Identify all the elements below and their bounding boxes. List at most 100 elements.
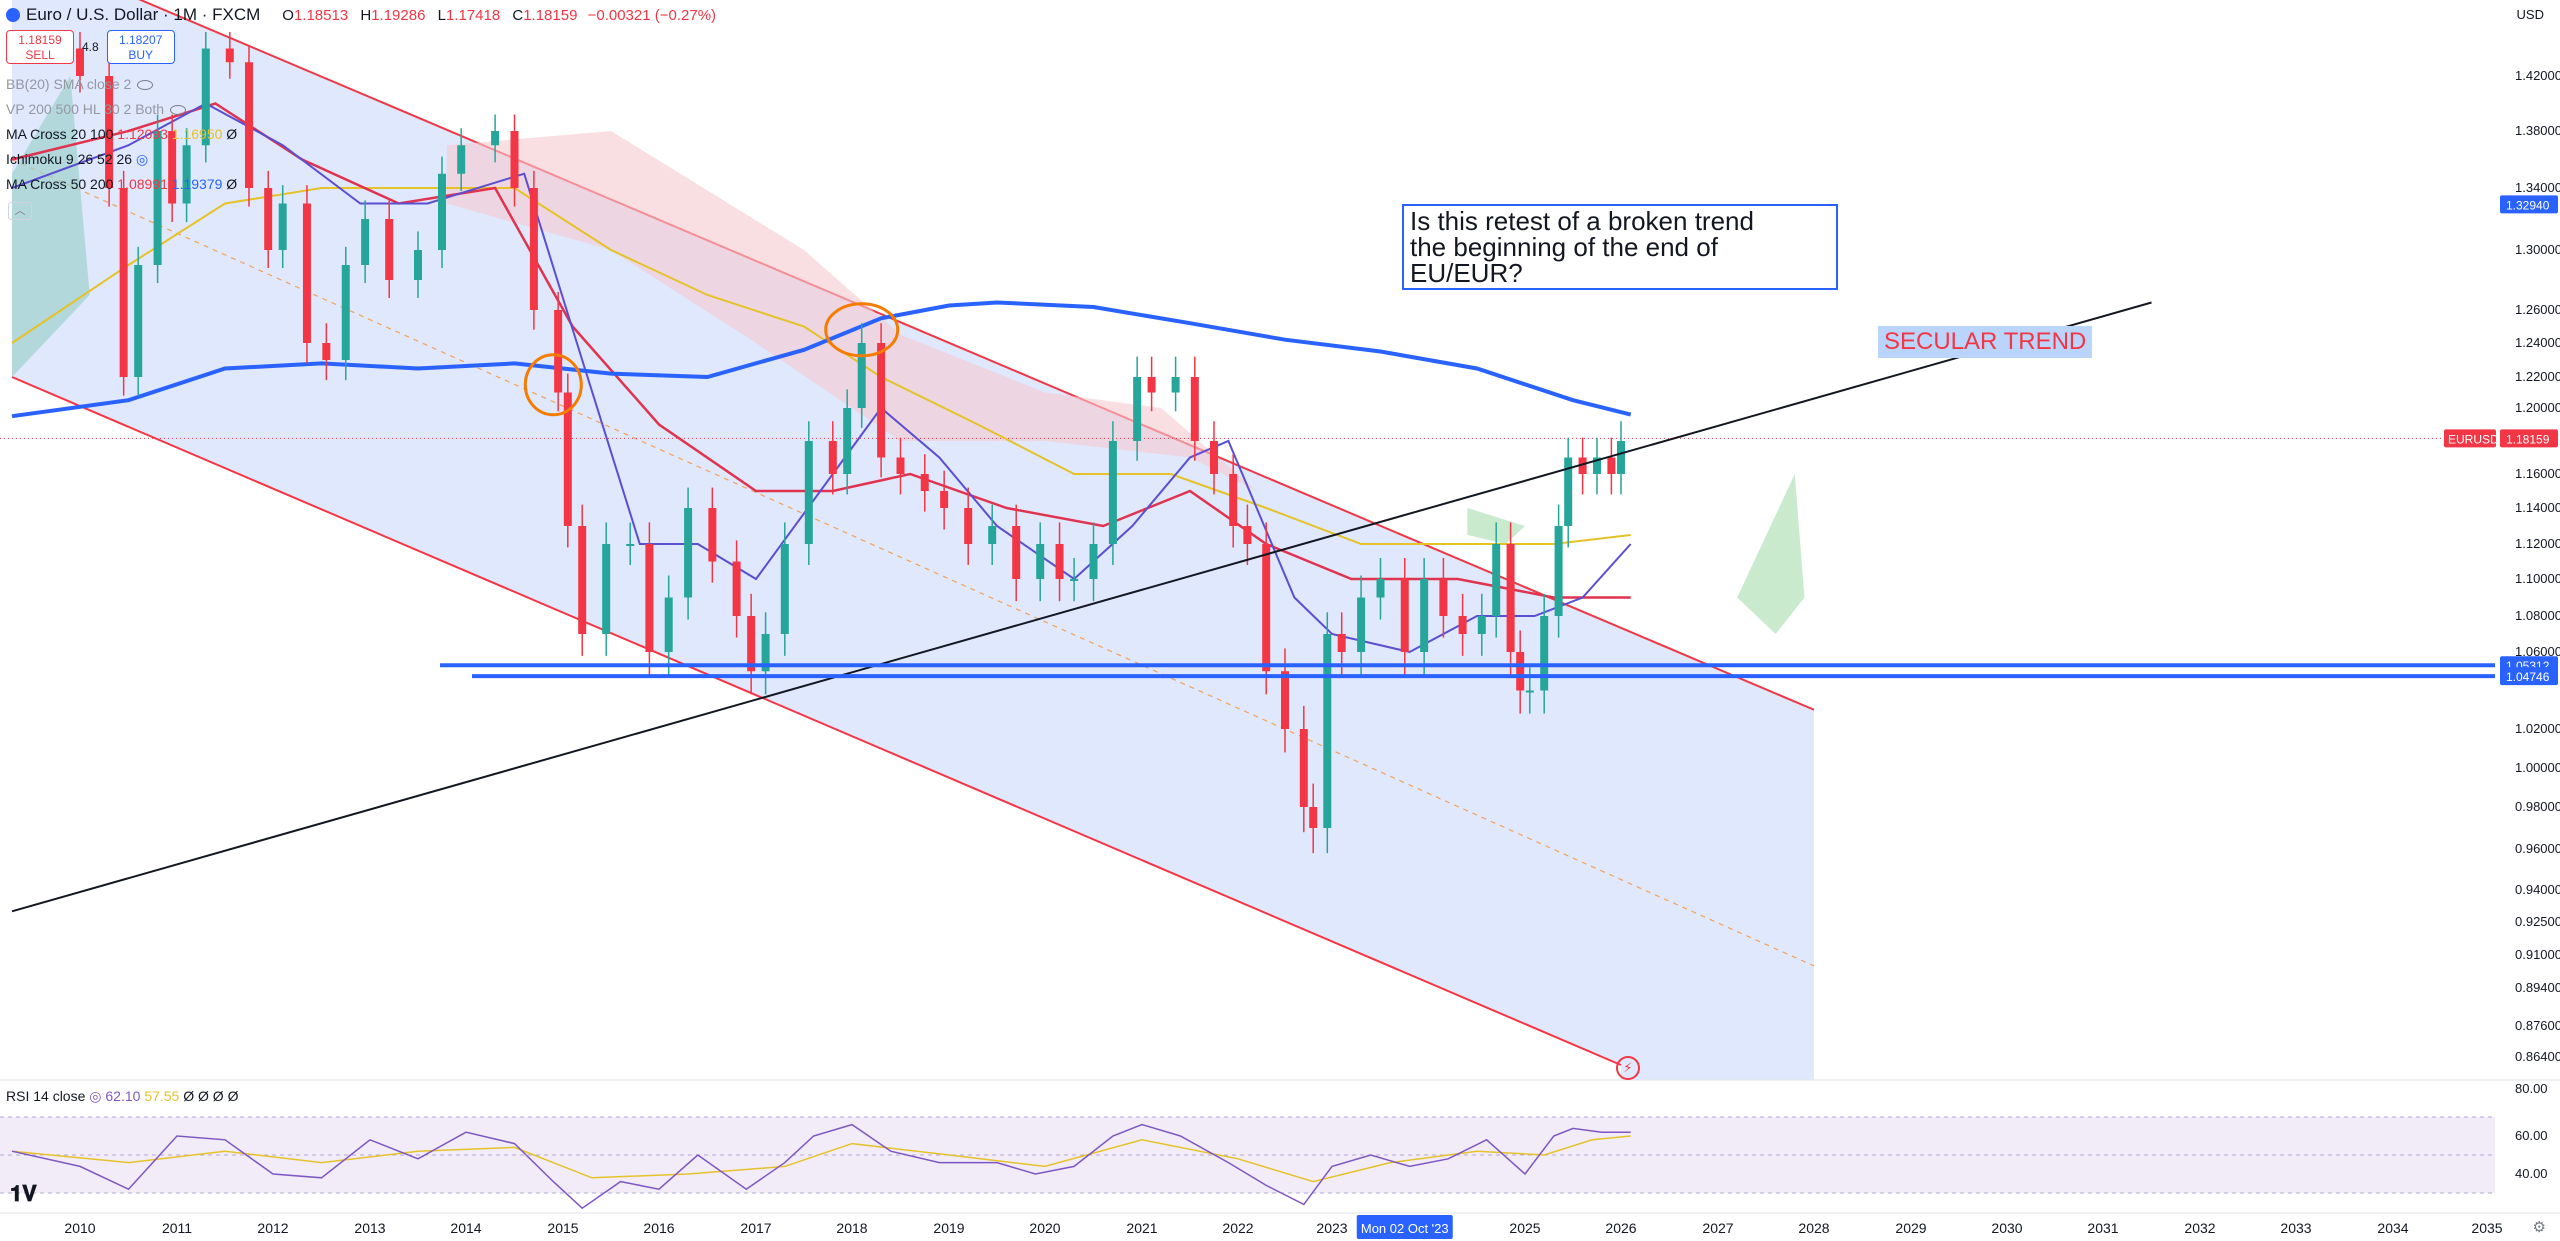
- candle-body: [201, 48, 210, 146]
- ichimoku-cloud-red: [446, 131, 1257, 491]
- candle-body: [780, 544, 789, 634]
- candle-body: [510, 131, 519, 188]
- candle-body: [1055, 544, 1064, 579]
- candle-body: [563, 392, 572, 526]
- price-tag: [2500, 667, 2558, 686]
- year-tick-label: 2031: [2087, 1220, 2118, 1236]
- gear-icon[interactable]: ⚙: [2532, 1219, 2546, 1236]
- candle-body: [747, 616, 756, 672]
- candle-body: [1540, 616, 1549, 691]
- candle-body: [1593, 457, 1601, 474]
- eye-icon[interactable]: [170, 105, 187, 116]
- highlight-circle-1: [523, 353, 583, 417]
- sell-button[interactable]: 1.18159 SELL: [6, 30, 74, 64]
- candle-body: [1492, 544, 1501, 616]
- buy-button[interactable]: 1.18207 BUY: [106, 30, 175, 64]
- candle-body: [1229, 474, 1238, 526]
- year-tick-label: 2018: [836, 1220, 867, 1236]
- rsi-legend[interactable]: RSI 14 close ◎ 62.10 57.55 Ø Ø Ø Ø: [6, 1088, 239, 1104]
- candle-body: [988, 526, 997, 544]
- year-tick-label: 2010: [64, 1220, 95, 1236]
- price-tick-label: 0.94000: [2515, 882, 2560, 897]
- candle-body: [457, 145, 466, 174]
- change-value: −0.00321 (−0.27%): [587, 6, 717, 24]
- candle-body: [1617, 441, 1625, 474]
- candle-body: [245, 62, 253, 188]
- candle-body: [1108, 441, 1117, 544]
- year-tick-label: 2032: [2184, 1220, 2215, 1236]
- candle-body: [105, 76, 114, 188]
- candle-body: [385, 219, 394, 280]
- indicator-bb[interactable]: BB(20) SMA close 2: [6, 76, 154, 92]
- candle-body: [1281, 671, 1289, 729]
- price-tick-label: 1.22000: [2515, 369, 2560, 384]
- candle-body: [1458, 616, 1467, 634]
- indicator-ma-cross-20-100[interactable]: MA Cross 20 100 1.12093 1.16950 Ø: [6, 126, 238, 142]
- candle-body: [732, 561, 741, 616]
- crosshair-date-label: Mon 02 Oct '23: [1361, 1221, 1449, 1236]
- price-tick-label: 1.24000: [2515, 335, 2560, 350]
- price-tick-label: 0.96000: [2515, 841, 2560, 856]
- lightning-icon[interactable]: ⚡: [1616, 1056, 1640, 1080]
- price-tick-label: 1.14000: [2515, 500, 2560, 515]
- rsi-panel: 80.00 60.00 40.00: [0, 1079, 2560, 1210]
- candle-body: [153, 131, 162, 265]
- trade-buttons: 1.18159 SELL 4.8 1.18207 BUY: [6, 30, 175, 64]
- candle-body: [1190, 377, 1199, 441]
- collapse-legend-button[interactable]: ︿: [8, 202, 32, 220]
- candle-body: [1210, 441, 1218, 474]
- highlight-circle-2: [824, 302, 900, 358]
- symbol-tag-label: EURUSD: [2448, 432, 2499, 446]
- eye-icon[interactable]: [137, 80, 154, 91]
- secular-trend-label[interactable]: SECULAR TREND: [1878, 326, 2093, 358]
- candle-body: [857, 343, 866, 408]
- candle-body: [76, 48, 84, 76]
- ma-fast-line: [11, 102, 1632, 654]
- indicator-vp[interactable]: VP 200 500 HL 30 2 Both: [6, 101, 187, 117]
- year-tick-label: 2029: [1895, 1220, 1926, 1236]
- rsi-settings-icon[interactable]: ◎: [89, 1088, 102, 1104]
- year-tick-label: 2025: [1509, 1220, 1540, 1236]
- year-tick-label: 2011: [162, 1220, 192, 1236]
- candle-body: [414, 250, 422, 280]
- candle-body: [341, 265, 350, 360]
- year-tick-label: 2019: [933, 1220, 964, 1236]
- price-tick-label: 1.12000: [2515, 536, 2560, 551]
- price-tick-label: 1.02000: [2515, 721, 2560, 736]
- tradingview-logo-icon: 𝟏𝐕: [10, 1182, 37, 1207]
- indicator-ma-cross-50-200[interactable]: MA Cross 50 200 1.08991 1.19379 Ø: [6, 176, 238, 192]
- channel-fill: [12, 0, 1814, 1080]
- candle-body: [1525, 690, 1534, 693]
- rsi-band: [0, 1117, 2495, 1193]
- price-tag-label: 1.04746: [2506, 670, 2550, 684]
- candle-body: [1171, 377, 1180, 393]
- candle-body: [708, 508, 717, 562]
- ichimoku-cloud-teal: [12, 76, 90, 377]
- symbol-title[interactable]: Euro / U.S. Dollar · 1M · FXCM: [26, 5, 261, 24]
- candle-body: [645, 544, 654, 652]
- candle-body: [1357, 597, 1366, 652]
- price-tick-label: 1.16000: [2515, 466, 2560, 481]
- price-tick-label: 0.91000: [2515, 947, 2560, 962]
- candle-body: [920, 474, 929, 491]
- candle-body: [529, 188, 538, 310]
- ichimoku-cloud-green-2: [1737, 474, 1805, 634]
- candle-body: [1564, 457, 1573, 526]
- candle-body: [804, 441, 813, 544]
- candle-body: [278, 203, 287, 250]
- currency-selector[interactable]: USD: [2516, 7, 2544, 22]
- candle-body: [1089, 544, 1098, 579]
- price-tick-label: 0.87600: [2515, 1018, 2560, 1033]
- channel-lower-line: [11, 376, 1622, 1066]
- indicator-ichimoku[interactable]: Ichimoku 9 26 52 26 ◎: [6, 151, 149, 167]
- rsi-tick-label: 80.00: [2515, 1081, 2548, 1096]
- candle-body: [491, 131, 500, 146]
- candle-body: [134, 265, 143, 377]
- symbol-header: Euro / U.S. Dollar · 1M · FXCM O1.18513 …: [0, 0, 716, 30]
- candle-body: [664, 597, 673, 652]
- price-tick-label: 1.10000: [2515, 571, 2560, 586]
- question-annotation[interactable]: Is this retest of a broken trend the beg…: [1402, 204, 1838, 290]
- candle-body: [438, 173, 446, 250]
- ichimoku-icon: ◎: [135, 151, 149, 167]
